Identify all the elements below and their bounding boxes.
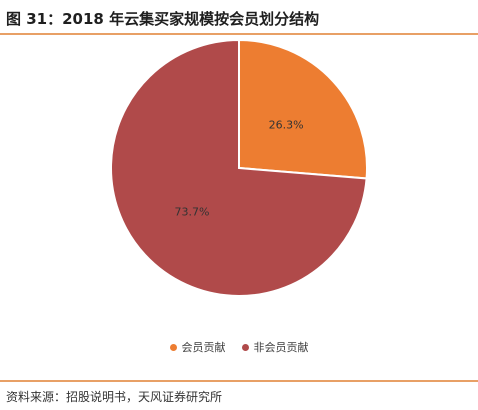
legend-item-nonmember: 非会员贡献 [241, 339, 309, 355]
chart-legend: 会员贡献 非会员贡献 [0, 339, 478, 355]
pie-slice-member [238, 38, 368, 180]
data-label-nonmember: 73.7% [174, 205, 209, 218]
legend-marker-nonmember [241, 343, 249, 351]
legend-label-member: 会员贡献 [181, 341, 226, 354]
source-note: 资料来源：招股说明书，天风证券研究所 [6, 390, 223, 404]
chart-title: 图 31：2018 年云集买家规模按会员划分结构 [6, 10, 320, 28]
pie-chart: 26.3% 73.7% [110, 38, 368, 297]
legend-label-nonmember: 非会员贡献 [253, 341, 309, 354]
data-label-member: 26.3% [269, 119, 304, 132]
footer-divider [0, 380, 478, 382]
legend-marker-member [169, 343, 177, 351]
pie-slice-nonmember [110, 38, 368, 297]
title-divider [0, 33, 478, 35]
legend-item-member: 会员贡献 [169, 339, 226, 355]
